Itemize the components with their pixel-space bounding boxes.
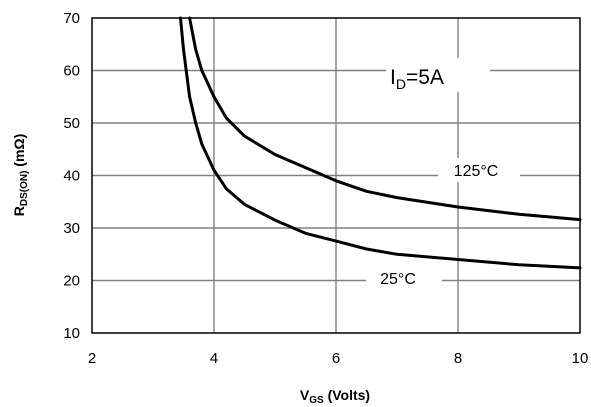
y-axis-title-rest: (mΩ) — [11, 134, 27, 171]
condition-annotation-bg — [386, 58, 490, 92]
condition-main: I — [390, 66, 396, 89]
x-axis-title: VGS (Volts) — [300, 387, 370, 406]
plot-frame — [91, 17, 581, 334]
series-label-125c-bg — [438, 158, 520, 182]
series-label-125c-text: 125°C — [454, 163, 499, 180]
y-axis-title: RDS(ON) (mΩ) — [11, 134, 30, 217]
x-tick-label: 10 — [572, 350, 589, 367]
x-axis-title-main: V — [300, 387, 310, 403]
y-tick-label: 20 — [63, 273, 80, 290]
y-tick-label: 60 — [63, 63, 80, 80]
y-tick-label: 40 — [63, 168, 80, 185]
series-label-25c-bg — [366, 266, 442, 290]
tick-labels: 2 4 6 8 10 10 20 30 40 50 60 70 — [63, 10, 588, 367]
y-tick-label: 70 — [63, 10, 80, 27]
condition-annotation: ID=5A — [386, 58, 490, 92]
series-layer — [179, 16, 582, 270]
condition-sub: D — [396, 76, 406, 92]
condition-rest: =5A — [406, 66, 444, 89]
y-tick-label: 10 — [63, 325, 80, 342]
x-axis-title-sub: GS — [309, 395, 324, 406]
condition-annotation-text: ID=5A — [390, 66, 444, 92]
series-line-1 — [179, 16, 582, 270]
series-label-125c: 125°C — [438, 158, 520, 182]
y-tick-label: 50 — [63, 115, 80, 132]
y-axis-title-main: R — [11, 206, 27, 216]
x-tick-label: 6 — [332, 350, 340, 367]
x-tick-label: 8 — [454, 350, 462, 367]
series-label-25c: 25°C — [366, 266, 442, 290]
x-axis-title-rest: (Volts) — [324, 387, 370, 403]
x-tick-label: 4 — [210, 350, 218, 367]
series-label-25c-text: 25°C — [380, 271, 416, 288]
y-tick-label: 30 — [63, 220, 80, 237]
series-line-0 — [188, 16, 582, 222]
x-tick-label: 2 — [88, 350, 96, 367]
y-axis-title-sub: DS(ON) — [19, 171, 30, 207]
